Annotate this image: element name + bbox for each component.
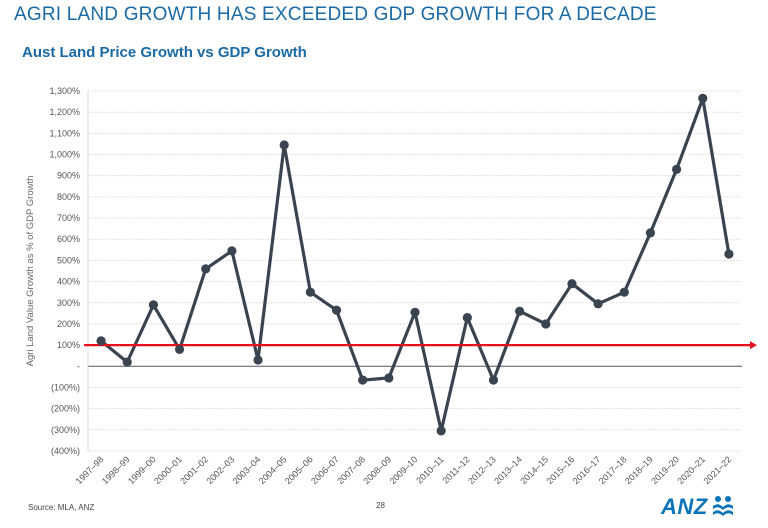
y-tick-label: 1,100% xyxy=(49,128,80,138)
chart-title: Aust Land Price Growth vs GDP Growth xyxy=(22,44,307,61)
y-tick-label: 600% xyxy=(57,234,80,244)
x-axis-ticks: 1997–981998–991999–002000–012001–022002–… xyxy=(74,454,734,486)
line-chart: (400%) (300%) (200%) (100%) - 100% 200% 300% 400… xyxy=(25,86,757,486)
y-tick-label: (300%) xyxy=(51,425,80,435)
y-tick-label: - xyxy=(77,361,80,371)
logo-text: ANZ xyxy=(661,494,708,519)
y-axis-label: Agri Land Value Growth as % of GDP Growt… xyxy=(25,176,36,367)
y-tick-label: 700% xyxy=(57,213,80,223)
page-number: 28 xyxy=(376,501,385,510)
y-tick-label: (400%) xyxy=(51,446,80,456)
data-point xyxy=(593,299,603,309)
data-point xyxy=(305,287,315,297)
data-point xyxy=(279,140,289,150)
anz-logo: ANZ xyxy=(661,494,736,520)
y-tick-label: 100% xyxy=(57,340,80,350)
data-point xyxy=(724,249,734,259)
data-point xyxy=(567,279,577,289)
y-tick-label: (100%) xyxy=(51,382,80,392)
x-tick-label: 2010–11 xyxy=(414,454,445,485)
data-point xyxy=(122,357,132,367)
source-note: Source: MLA, ANZ xyxy=(28,503,95,512)
data-point xyxy=(358,375,368,385)
data-point xyxy=(462,312,472,323)
data-point xyxy=(96,336,106,346)
x-tick-label: 2009–10 xyxy=(388,454,420,486)
y-tick-label: 1,200% xyxy=(49,107,80,117)
y-tick-label: 1,000% xyxy=(49,150,80,160)
y-tick-label: 500% xyxy=(57,255,80,265)
gridlines xyxy=(87,90,742,452)
data-point xyxy=(488,375,499,385)
y-tick-label: 300% xyxy=(57,298,80,308)
data-point xyxy=(174,344,185,354)
data-point xyxy=(541,319,551,329)
data-point xyxy=(698,93,708,104)
y-tick-label: 1,300% xyxy=(49,86,80,96)
y-tick-label: 800% xyxy=(57,192,80,202)
data-point xyxy=(201,264,211,274)
x-tick-label: 2021–22 xyxy=(701,454,733,486)
data-point xyxy=(331,305,342,315)
data-point xyxy=(253,355,263,365)
y-tick-label: 900% xyxy=(57,171,80,181)
data-point xyxy=(384,373,394,383)
series-line xyxy=(100,96,731,433)
data-point xyxy=(410,307,420,317)
data-point xyxy=(148,300,158,310)
data-point xyxy=(645,228,656,238)
data-point xyxy=(515,306,525,316)
data-point xyxy=(619,287,629,297)
data-points xyxy=(96,93,734,436)
data-point xyxy=(227,246,237,256)
data-point xyxy=(436,426,446,436)
y-tick-label: 200% xyxy=(57,319,80,329)
y-tick-label: (200%) xyxy=(51,404,80,414)
anz-people-icon xyxy=(712,496,733,516)
y-tick-label: 400% xyxy=(57,277,80,287)
reference-line-arrow xyxy=(750,341,757,350)
data-point xyxy=(672,164,682,174)
y-axis-ticks: (400%) (300%) (200%) (100%) - 100% 200% 300% 400… xyxy=(49,86,80,456)
page-title: AGRI LAND GROWTH HAS EXCEEDED GDP GROWTH… xyxy=(14,4,657,25)
